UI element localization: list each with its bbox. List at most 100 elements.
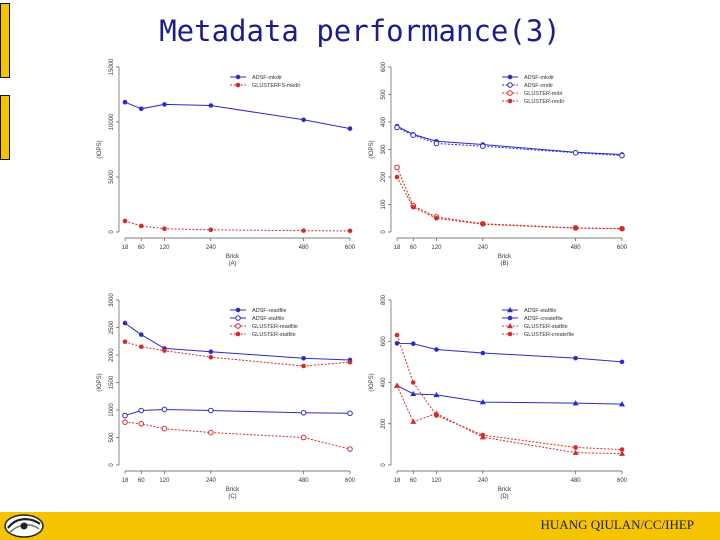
data-point (301, 228, 306, 233)
panel-label: (D) (500, 494, 508, 500)
data-point (122, 99, 128, 105)
chart-panel-d: 0 200 400 600 800 (IOPS) 18 60 120 240 480 600 Brick… (369, 294, 628, 500)
x-tick-label: 120 (431, 245, 442, 251)
x-tick-label: 240 (478, 478, 489, 484)
x-tick-label: 480 (571, 245, 582, 251)
series-line (124, 421, 351, 450)
series-line (124, 101, 351, 130)
legend-marker (235, 331, 241, 337)
legend-label: ADSF-statfile (524, 308, 556, 314)
y-tick-label: 400 (381, 116, 387, 127)
data-point (122, 320, 128, 326)
data-point (301, 117, 306, 123)
x-tick-label: 600 (617, 478, 628, 484)
y-tick-label: 1500 (109, 375, 115, 389)
series-line (396, 334, 623, 451)
data-point (122, 419, 128, 425)
data-point (410, 132, 417, 138)
x-tick-label: 240 (206, 478, 217, 484)
series-line (396, 385, 623, 455)
panel-label: (A) (229, 261, 237, 267)
y-tick-label: 100 (381, 199, 387, 210)
x-tick-label: 240 (478, 245, 489, 251)
legend: ADSF-readfile ADSF-statfile GLUSTER-readfi… (230, 307, 298, 338)
legend-marker (507, 74, 513, 80)
data-point (572, 150, 579, 156)
data-point (394, 164, 400, 171)
data-point (394, 382, 400, 388)
data-point (162, 102, 167, 107)
x-tick-label: 60 (410, 478, 417, 484)
x-axis-label: Brick (226, 254, 240, 260)
side-bar-top (0, 3, 10, 78)
legend-marker (235, 82, 241, 88)
data-point (394, 341, 400, 346)
y-tick-label: 0 (381, 230, 387, 234)
legend-label: GLUSTERFS-mkdir (252, 83, 300, 89)
data-point (410, 418, 417, 424)
series-adsf-mkdir (394, 123, 625, 157)
legend: ADSF-mkdir ADSF-rmdir GLUSTER-mdir GLUSTER-… (502, 74, 565, 105)
series-adsf-statfile (122, 406, 353, 419)
x-tick-label: 600 (345, 245, 356, 251)
series-gluster-readfile (122, 419, 353, 452)
series-line (396, 125, 623, 155)
data-point (161, 406, 168, 413)
data-point (619, 226, 625, 231)
x-tick-label: 60 (138, 245, 145, 251)
series-line (396, 127, 623, 157)
data-point (301, 363, 306, 369)
footer-bar: HUANG QIULAN/CC/IHEP (0, 512, 720, 540)
y-tick-label: 800 (381, 294, 387, 305)
x-tick-label: 60 (410, 245, 417, 251)
data-point (300, 409, 307, 416)
data-point (480, 350, 486, 356)
data-point (122, 412, 128, 419)
data-point (410, 341, 416, 347)
x-tick-label: 18 (394, 245, 401, 251)
data-point (347, 228, 353, 234)
series-line (124, 341, 351, 367)
x-axis-label: Brick (498, 487, 512, 493)
chart-panel-c: 0 500 1000 1500 2000 2500 3000 (IOPS) 18 60 120 240… (97, 293, 356, 500)
data-point (433, 391, 440, 398)
panel-label: (B) (501, 261, 509, 267)
data-point (208, 407, 214, 414)
y-tick-label: 300 (381, 144, 387, 155)
data-point (434, 413, 439, 418)
y-axis-label: (IOPS) (97, 140, 103, 158)
x-tick-label: 120 (159, 245, 170, 251)
x-tick-label: 480 (299, 245, 310, 251)
data-point (347, 126, 353, 131)
series-gluster-rmdir (394, 174, 625, 231)
y-tick-label: 500 (109, 432, 115, 443)
x-tick-label: 60 (138, 478, 145, 484)
y-tick-label: 400 (381, 377, 387, 388)
y-axis-label: (IOPS) (369, 140, 375, 158)
data-point (208, 227, 214, 233)
data-point (433, 140, 440, 147)
series-line (396, 342, 623, 363)
y-tick-label: 15000 (109, 58, 115, 75)
legend-label: ADSF-readfile (252, 308, 287, 314)
y-tick-label: 2000 (109, 348, 115, 362)
y-axis-label: (IOPS) (97, 373, 103, 391)
y-tick-label: 10000 (109, 113, 115, 130)
y-tick-label: 200 (381, 171, 387, 182)
legend-label: ADSF-rmdir (524, 83, 553, 89)
series-line (124, 408, 351, 416)
series-glusterfs-mkdir (122, 218, 353, 234)
data-point (410, 390, 417, 397)
data-point (619, 447, 625, 452)
data-point (138, 344, 144, 350)
data-point (138, 223, 144, 229)
slide-title: Metadata performance(3) (159, 14, 561, 48)
data-point (208, 429, 214, 436)
data-point (162, 348, 167, 353)
data-point (434, 347, 439, 352)
chart-panel-a: 0 5000 10000 15000 (IOPS) 18 60 120 240 480 600 Bri… (97, 58, 356, 267)
x-tick-label: 480 (571, 478, 582, 484)
data-point (572, 400, 579, 406)
data-point (619, 401, 625, 407)
x-axis-label: Brick (226, 487, 240, 493)
